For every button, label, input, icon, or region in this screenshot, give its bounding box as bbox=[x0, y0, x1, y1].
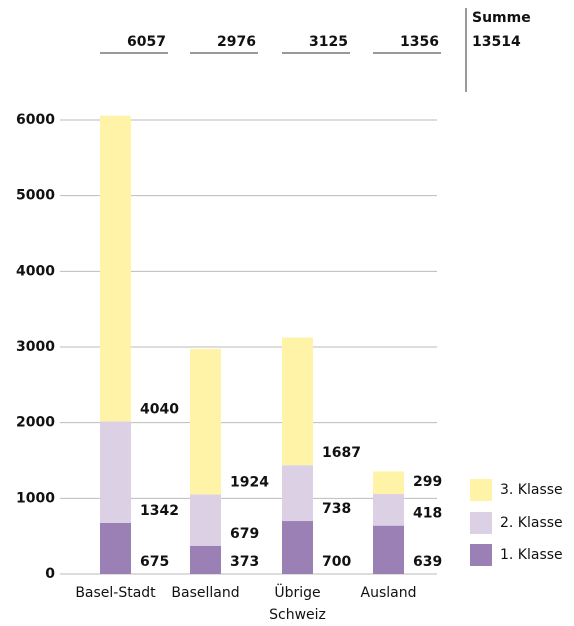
y-tick-label: 4000 bbox=[16, 263, 55, 279]
bar-segment bbox=[190, 494, 221, 546]
sum-label: Summe bbox=[472, 10, 531, 26]
bar-segment bbox=[100, 115, 131, 422]
data-label: 299 bbox=[413, 474, 442, 490]
bar-segment bbox=[100, 522, 131, 574]
total-label: 1356 bbox=[400, 34, 439, 50]
bar-segment bbox=[282, 465, 313, 522]
x-tick-label: Basel-Stadt bbox=[75, 585, 156, 601]
bar-segment bbox=[282, 337, 313, 466]
data-label: 700 bbox=[322, 554, 351, 570]
bar-segment bbox=[282, 521, 313, 574]
bar-segment bbox=[190, 545, 221, 574]
total-label: 6057 bbox=[127, 34, 166, 50]
y-tick-label: 6000 bbox=[16, 112, 55, 128]
sum: 13514 bbox=[472, 34, 521, 50]
legend-label: 2. Klasse bbox=[500, 515, 563, 531]
bar-segment bbox=[100, 421, 131, 523]
legend-swatch bbox=[470, 512, 492, 534]
y-tick-label: 1000 bbox=[16, 490, 55, 506]
x-tick-label: Übrige Schweiz bbox=[269, 585, 326, 623]
data-label: 4040 bbox=[140, 401, 179, 417]
y-tick-label: 3000 bbox=[16, 339, 55, 355]
data-label: 418 bbox=[413, 506, 442, 522]
bar-segment bbox=[190, 348, 221, 495]
bar-segment bbox=[373, 471, 404, 495]
total-label: 2976 bbox=[217, 34, 256, 50]
legend-label: 3. Klasse bbox=[500, 482, 563, 498]
data-label: 738 bbox=[322, 501, 351, 517]
data-label: 373 bbox=[230, 554, 259, 570]
bar-segment bbox=[373, 494, 404, 526]
data-label: 1924 bbox=[230, 474, 269, 490]
legend-swatch bbox=[470, 479, 492, 501]
legend-label: 1. Klasse bbox=[500, 547, 563, 563]
data-label: 1687 bbox=[322, 445, 361, 461]
y-tick-label: 2000 bbox=[16, 415, 55, 431]
total-label: 3125 bbox=[309, 34, 348, 50]
data-label: 679 bbox=[230, 526, 259, 542]
bar-segment bbox=[373, 525, 404, 574]
legend-swatch bbox=[470, 544, 492, 566]
data-label: 1342 bbox=[140, 503, 179, 519]
data-label: 639 bbox=[413, 554, 442, 570]
x-tick-label: Ausland bbox=[360, 585, 417, 601]
y-tick-label: 0 bbox=[45, 566, 55, 582]
data-label: 675 bbox=[140, 554, 169, 570]
x-tick-label: Baselland bbox=[171, 585, 240, 601]
y-tick-label: 5000 bbox=[16, 188, 55, 204]
